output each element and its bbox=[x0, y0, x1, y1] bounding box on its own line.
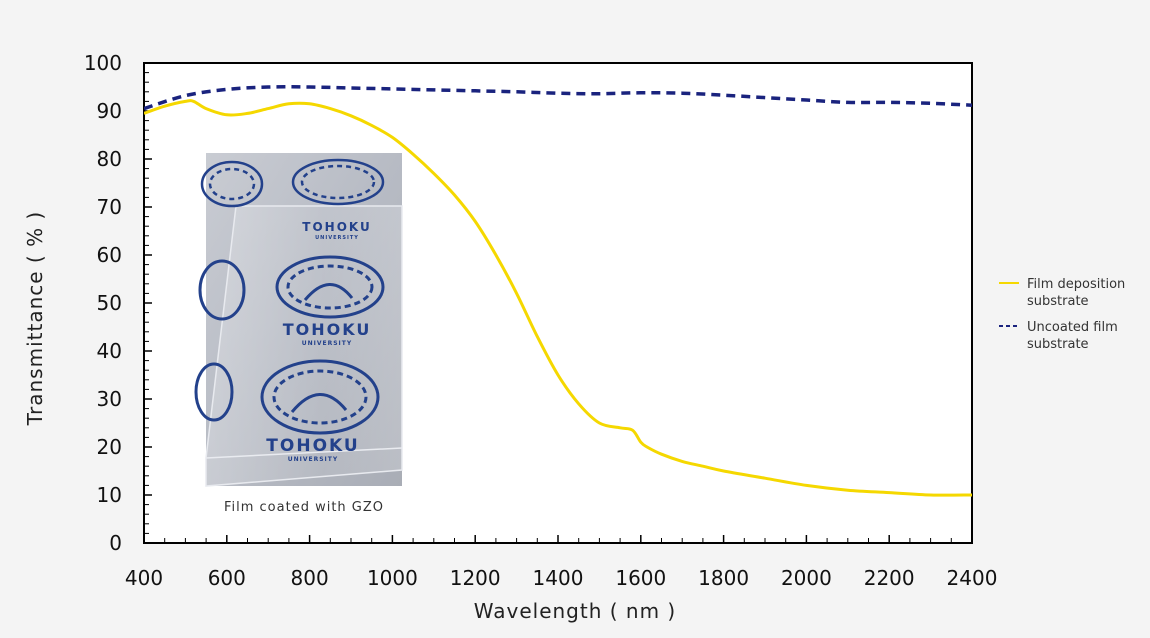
y-tick-label: 80 bbox=[97, 147, 122, 171]
x-tick-label: 2000 bbox=[781, 566, 832, 590]
y-tick-label: 30 bbox=[97, 387, 122, 411]
y-axis-ticks bbox=[144, 62, 152, 544]
y-tick-label: 20 bbox=[97, 435, 122, 459]
inset-photo: TOHOKU TOHOKU UNIVERSITY TOHOKU UNIVERSI… bbox=[194, 153, 403, 487]
x-axis-tick-labels: 400 600 800 1000 1200 1400 1600 1800 2000 2200 240… bbox=[125, 566, 998, 590]
x-tick-label: 1000 bbox=[367, 566, 418, 590]
x-axis-ticks bbox=[143, 535, 973, 543]
x-tick-label: 1200 bbox=[450, 566, 501, 590]
y-tick-label: 60 bbox=[97, 243, 122, 267]
legend-label-1: substrate bbox=[1027, 337, 1089, 352]
y-tick-label: 10 bbox=[97, 483, 122, 507]
inset-logo-text: TOHOKU bbox=[302, 220, 371, 234]
legend-label-1: Uncoated film bbox=[1027, 320, 1118, 335]
inset-emblem-bottom bbox=[260, 359, 380, 435]
inset-logo-subtext: UNIVERSITY bbox=[315, 235, 359, 241]
inset-emblem-middle-left bbox=[198, 259, 246, 321]
legend: Film deposition substrate Uncoated film sub… bbox=[999, 277, 1125, 352]
inset-emblem-top-left bbox=[200, 160, 264, 208]
inset-logo-subtext: UNIVERSITY bbox=[288, 456, 338, 463]
y-tick-label: 40 bbox=[97, 339, 122, 363]
x-tick-label: 2200 bbox=[864, 566, 915, 590]
inset-emblem-middle bbox=[275, 255, 385, 319]
x-tick-label: 400 bbox=[125, 566, 163, 590]
y-axis-tick-labels: 0 10 20 30 40 50 60 70 80 90 100 bbox=[84, 51, 122, 555]
y-axis-title: Transmittance ( % ) bbox=[23, 211, 47, 427]
legend-label-0: substrate bbox=[1027, 294, 1089, 309]
y-tick-label: 100 bbox=[84, 51, 122, 75]
inset-caption: Film coated with GZO bbox=[224, 500, 384, 515]
x-tick-label: 800 bbox=[291, 566, 329, 590]
inset-emblem-top-right bbox=[291, 158, 385, 206]
y-tick-label: 70 bbox=[97, 195, 122, 219]
y-tick-label: 50 bbox=[97, 291, 122, 315]
inset-emblem-bottom-left bbox=[194, 362, 234, 422]
x-tick-label: 600 bbox=[208, 566, 246, 590]
x-tick-label: 1400 bbox=[533, 566, 584, 590]
series-line-1 bbox=[144, 85, 972, 111]
y-tick-label: 0 bbox=[109, 531, 122, 555]
x-tick-label: 2400 bbox=[947, 566, 998, 590]
legend-label-0: Film deposition bbox=[1027, 277, 1125, 292]
x-axis-title: Wavelength ( nm ) bbox=[474, 599, 676, 623]
series-line-0 bbox=[144, 99, 972, 497]
series-layer bbox=[144, 85, 972, 497]
inset-logo-text: TOHOKU bbox=[283, 320, 372, 339]
x-tick-label: 1600 bbox=[615, 566, 666, 590]
inset-logo-subtext: UNIVERSITY bbox=[302, 340, 352, 347]
x-tick-label: 1800 bbox=[698, 566, 749, 590]
inset-logo-text: TOHOKU bbox=[266, 436, 359, 456]
y-tick-label: 90 bbox=[97, 99, 122, 123]
